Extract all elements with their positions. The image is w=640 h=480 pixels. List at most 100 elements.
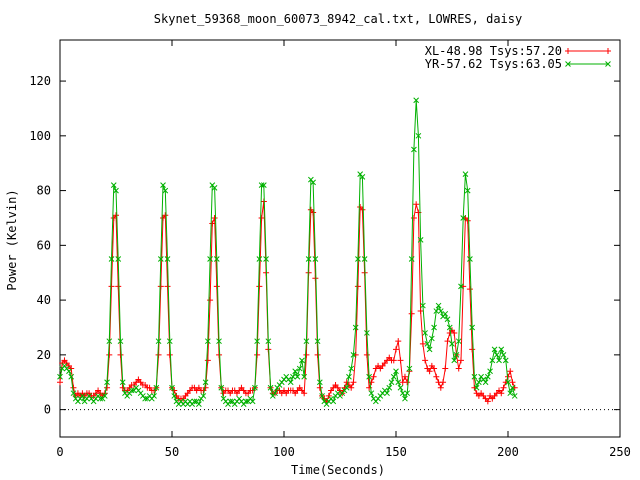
data-point: [364, 330, 370, 336]
data-point: [433, 373, 440, 380]
data-point: [471, 373, 478, 380]
data-point: [433, 308, 440, 314]
data-point: [413, 201, 420, 208]
data-point: [106, 351, 113, 358]
data-point: [209, 220, 216, 227]
data-point: [462, 171, 469, 178]
data-point: [346, 373, 352, 380]
data-point: [117, 351, 124, 358]
data-point: [426, 346, 433, 353]
data-point: [169, 384, 175, 391]
data-point: [498, 390, 505, 397]
data-point: [449, 341, 455, 347]
data-point: [442, 310, 449, 317]
data-point: [164, 256, 171, 262]
data-point: [428, 335, 435, 342]
data-point: [422, 357, 429, 364]
data-point: [171, 393, 178, 399]
data-point: [446, 324, 453, 331]
data-point: [196, 401, 202, 407]
data-point: [57, 373, 63, 380]
data-point: [509, 379, 516, 386]
data-point: [366, 373, 372, 380]
data-point: [312, 256, 319, 262]
data-point: [363, 351, 370, 358]
legend-entry: YR-57.62 Tsys:63.05: [425, 57, 611, 71]
data-point: [299, 357, 305, 364]
data-point: [464, 187, 471, 194]
data-point: [117, 338, 124, 345]
data-point: [301, 373, 308, 380]
data-point: [128, 387, 135, 394]
data-point: [213, 283, 220, 290]
data-point: [157, 256, 164, 262]
data-point: [453, 352, 460, 358]
data-point: [397, 357, 404, 364]
data-point: [410, 214, 417, 221]
data-point: [440, 379, 447, 386]
data-point: [227, 398, 234, 405]
data-point: [411, 146, 417, 153]
data-point: [216, 351, 223, 358]
data-point: [355, 256, 361, 262]
data-point: [426, 368, 433, 375]
data-point: [500, 384, 507, 391]
data-point: [491, 346, 498, 353]
data-point: [393, 368, 399, 375]
series-2: [57, 97, 518, 407]
data-point: [455, 365, 462, 372]
data-point: [350, 352, 357, 358]
data-point: [393, 346, 399, 353]
data-point: [142, 395, 148, 402]
data-point: [354, 283, 361, 290]
data-point: [460, 215, 467, 221]
data-point: [397, 384, 404, 391]
data-point: [408, 256, 415, 262]
data-point: [361, 256, 368, 262]
y-tick-label: 80: [37, 184, 51, 198]
data-point: [457, 357, 464, 364]
data-point: [301, 390, 308, 397]
data-point: [489, 357, 496, 364]
data-point: [402, 395, 408, 402]
data-point: [384, 390, 390, 397]
chart-title: Skynet_59368_moon_60073_8942_cal.txt, LO…: [154, 12, 522, 26]
data-point: [511, 393, 518, 399]
data-point: [455, 338, 462, 345]
data-point: [305, 256, 312, 262]
data-point: [424, 341, 431, 347]
data-point: [207, 256, 213, 262]
data-point: [303, 338, 310, 345]
series-group: [57, 97, 518, 407]
data-point: [200, 393, 207, 399]
data-point: [211, 184, 218, 191]
data-point: [444, 316, 451, 323]
x-tick-label: 250: [609, 445, 631, 459]
data-point: [202, 384, 209, 391]
data-point: [444, 338, 451, 345]
data-point: [256, 256, 263, 262]
data-point: [294, 373, 301, 380]
data-point: [119, 379, 126, 386]
data-point: [417, 237, 424, 243]
data-point: [166, 338, 173, 345]
data-point: [204, 357, 211, 364]
data-point: [330, 398, 337, 405]
plot-area-border: [59, 39, 621, 438]
data-point: [386, 384, 393, 391]
data-point: [97, 395, 104, 402]
data-point: [348, 384, 355, 391]
y-tick-label: 40: [37, 293, 51, 307]
x-axis: 0 50 100 150 200 250: [56, 40, 631, 459]
data-point: [469, 324, 476, 331]
y-tick-label: 20: [37, 348, 51, 362]
y-tick-label: 0: [44, 403, 51, 417]
data-point: [390, 373, 397, 380]
data-point: [166, 351, 173, 358]
data-point: [505, 379, 511, 386]
data-point: [292, 368, 299, 375]
data-point: [254, 338, 260, 345]
data-point: [469, 346, 476, 353]
data-point: [104, 384, 111, 391]
data-point: [390, 357, 397, 364]
